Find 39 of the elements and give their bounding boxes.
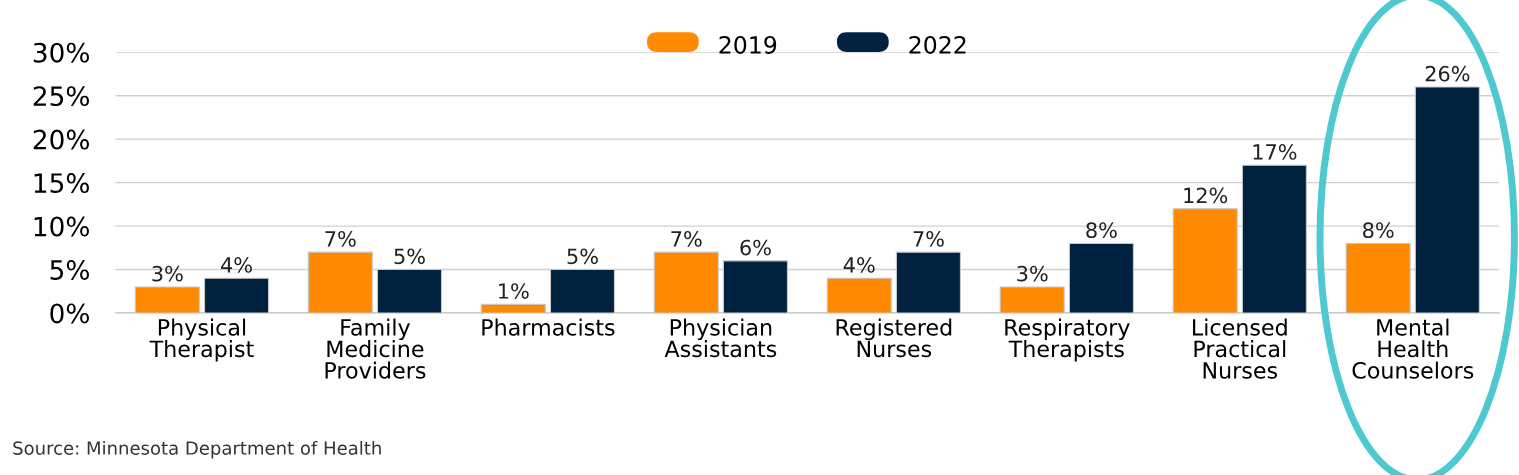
data-label: 17% bbox=[1253, 144, 1297, 160]
y-tick-label: 5% bbox=[50, 260, 89, 280]
data-label: 6% bbox=[740, 239, 771, 256]
x-tick-label: Respiratory Therapists bbox=[1005, 318, 1130, 362]
data-label: 26% bbox=[1425, 65, 1470, 82]
bar bbox=[134, 286, 200, 314]
x-tick-label: Registered Nurses bbox=[836, 318, 952, 358]
y-tick-label: 15% bbox=[34, 173, 89, 194]
data-label: 3% bbox=[152, 265, 183, 282]
data-label: 4% bbox=[221, 257, 252, 273]
x-tick-label: Licensed Practical Nurses bbox=[1193, 318, 1287, 379]
data-label: 7% bbox=[913, 230, 944, 247]
y-tick-label: 20% bbox=[33, 129, 89, 150]
data-label: 8% bbox=[1086, 222, 1117, 239]
y-tick-label: 10% bbox=[34, 216, 89, 237]
y-tick-label: 0% bbox=[50, 303, 89, 324]
data-label: 12% bbox=[1184, 187, 1228, 204]
source-note: Source: Minnesota Department of Health bbox=[13, 440, 381, 459]
x-tick-label: Family Medicine Providers bbox=[325, 318, 426, 379]
data-label: 7% bbox=[325, 230, 356, 247]
data-label: 4% bbox=[843, 257, 875, 273]
data-label: 5% bbox=[394, 248, 425, 265]
bar bbox=[826, 277, 892, 314]
data-label: 8% bbox=[1363, 222, 1394, 239]
data-label: 3% bbox=[1017, 265, 1048, 282]
y-tick-label: 25% bbox=[33, 86, 89, 107]
data-label: 1% bbox=[499, 283, 529, 299]
data-label: 5% bbox=[567, 248, 598, 265]
data-label: 7% bbox=[671, 230, 702, 247]
bar bbox=[999, 286, 1065, 314]
x-tick-label: Physical Therapist bbox=[149, 318, 254, 362]
x-tick-label: Mental Health Counselors bbox=[1352, 318, 1474, 379]
x-tick-label: Pharmacists bbox=[482, 318, 615, 336]
x-tick-label: Physician Assistants bbox=[664, 318, 777, 358]
legend-label: 2022 bbox=[909, 36, 966, 54]
y-tick-label: 30% bbox=[33, 42, 89, 63]
bar bbox=[480, 303, 546, 314]
legend-label: 2019 bbox=[719, 36, 777, 54]
bar bbox=[203, 277, 270, 314]
